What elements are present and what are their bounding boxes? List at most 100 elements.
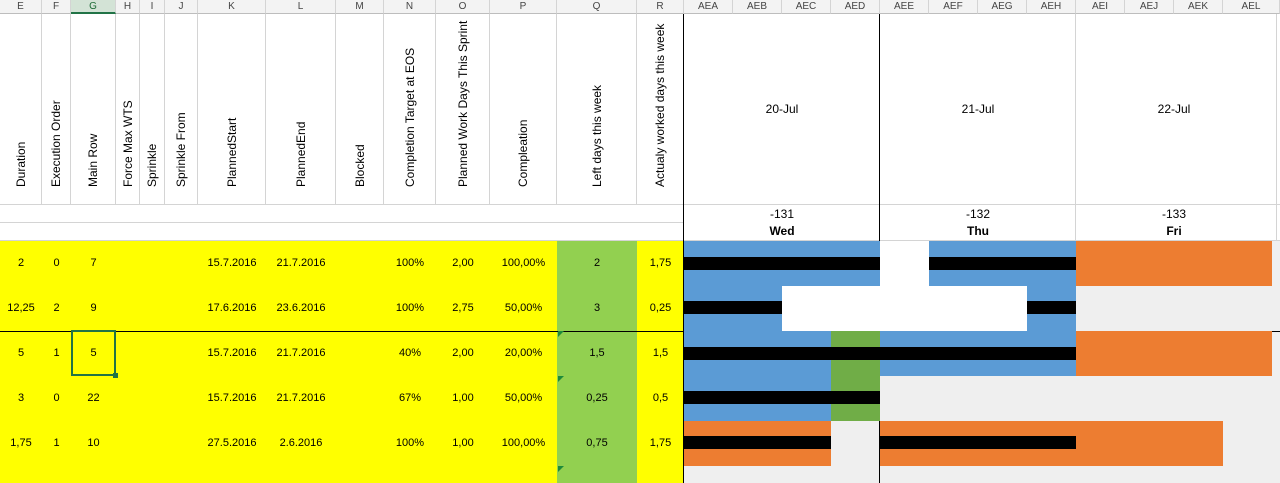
header-text: Compleation xyxy=(516,119,530,187)
cell-target[interactable]: 40% xyxy=(398,347,422,359)
header-text: PlannedStart xyxy=(224,117,239,187)
cell-completion[interactable]: 100,00% xyxy=(501,257,546,269)
cell-main-row[interactable]: 10 xyxy=(87,437,100,449)
yellow-fill-area xyxy=(0,240,557,483)
column-header-aeg[interactable]: AEG xyxy=(978,0,1027,14)
column-header-aek[interactable]: AEK xyxy=(1174,0,1223,14)
header-text: Completion Target at EOS xyxy=(402,47,417,187)
cell-target[interactable]: 100% xyxy=(395,437,425,449)
column-header-aej[interactable]: AEJ xyxy=(1125,0,1174,14)
cell-order[interactable]: 1 xyxy=(53,347,60,359)
cell-left-days[interactable]: 1,5 xyxy=(589,347,605,359)
column-header-l[interactable]: L xyxy=(266,0,336,14)
cell-planned-days[interactable]: 1,00 xyxy=(452,392,474,404)
column-header-aec[interactable]: AEC xyxy=(782,0,831,14)
cell-planned-days[interactable]: 1,00 xyxy=(452,437,474,449)
cell-duration[interactable]: 12,25 xyxy=(7,302,35,314)
cell-order[interactable]: 1 xyxy=(53,437,60,449)
column-header-r[interactable]: R xyxy=(637,0,684,14)
cell-planned-days[interactable]: 2,00 xyxy=(452,347,474,359)
cell-left-days[interactable]: 3 xyxy=(593,302,601,314)
cell-worked-days[interactable]: 1,75 xyxy=(649,437,672,449)
cell-end[interactable]: 21.7.2016 xyxy=(276,257,326,269)
cell-left-days[interactable]: 0,75 xyxy=(586,437,608,449)
cell-target[interactable]: 100% xyxy=(395,257,425,269)
cell-order[interactable]: 2 xyxy=(53,302,60,314)
cell-left-days[interactable]: 2 xyxy=(593,257,601,269)
header-text: Main Row xyxy=(86,133,100,187)
cell-worked-days[interactable]: 0,25 xyxy=(649,302,672,314)
gantt-bar-black xyxy=(684,347,1076,360)
day-name: Thu xyxy=(967,224,989,238)
column-header-aee[interactable]: AEE xyxy=(880,0,929,14)
header-text: Execution Order xyxy=(49,100,63,187)
cell-start[interactable]: 27.5.2016 xyxy=(207,437,257,449)
header-text: Duration xyxy=(13,141,28,187)
cell-start[interactable]: 15.7.2016 xyxy=(207,347,257,359)
cell-start[interactable]: 15.7.2016 xyxy=(207,392,257,404)
column-header-h[interactable]: H xyxy=(116,0,140,14)
column-header-i[interactable]: I xyxy=(140,0,165,14)
column-header-q[interactable]: Q xyxy=(557,0,637,14)
cell-target[interactable]: 67% xyxy=(398,392,422,404)
day-number: -132 xyxy=(965,207,991,221)
row-line xyxy=(0,204,1280,205)
cell-main-row[interactable]: 7 xyxy=(90,257,97,269)
cell-end[interactable]: 21.7.2016 xyxy=(276,347,326,359)
cell-order[interactable]: 0 xyxy=(53,257,60,269)
cell-order[interactable]: 0 xyxy=(53,392,60,404)
column-header-aea[interactable]: AEA xyxy=(684,0,733,14)
cell-worked-days[interactable]: 0,5 xyxy=(652,392,669,404)
cell-completion[interactable]: 100,00% xyxy=(501,437,546,449)
fill-handle[interactable] xyxy=(113,373,118,378)
column-header-aeh[interactable]: AEH xyxy=(1027,0,1076,14)
column-header-k[interactable]: K xyxy=(198,0,266,14)
header-m: Blocked xyxy=(336,14,384,204)
cell-end[interactable]: 2.6.2016 xyxy=(279,437,323,449)
cell-duration[interactable]: 1,75 xyxy=(10,437,32,449)
column-header-aef[interactable]: AEF xyxy=(929,0,978,14)
cell-main-row[interactable]: 22 xyxy=(87,392,100,404)
cell-worked-days[interactable]: 1,5 xyxy=(652,347,669,359)
column-header-g[interactable]: G xyxy=(71,0,116,14)
cell-end[interactable]: 21.7.2016 xyxy=(276,392,326,404)
cell-planned-days[interactable]: 2,75 xyxy=(452,302,474,314)
gantt-bar-black xyxy=(684,301,782,314)
cell-main-row[interactable]: 9 xyxy=(90,302,97,314)
row-line xyxy=(0,240,1280,241)
column-header-m[interactable]: M xyxy=(336,0,384,14)
header-q: Left days this week xyxy=(557,14,637,204)
cell-end[interactable]: 23.6.2016 xyxy=(276,302,326,314)
column-header-f[interactable]: F xyxy=(42,0,71,14)
cell-planned-days[interactable]: 2,00 xyxy=(452,257,474,269)
cell-worked-days[interactable]: 1,75 xyxy=(649,257,672,269)
gantt-bar-orange xyxy=(1076,241,1272,286)
cell-target[interactable]: 100% xyxy=(395,302,425,314)
cell-start[interactable]: 15.7.2016 xyxy=(207,257,257,269)
column-header-o[interactable]: O xyxy=(436,0,490,14)
col-line xyxy=(683,14,684,483)
day-date: 22-Jul xyxy=(1157,102,1191,116)
active-cell[interactable] xyxy=(71,330,116,376)
cell-left-days[interactable]: 0,25 xyxy=(586,392,608,404)
day-date: 21-Jul xyxy=(961,102,995,116)
cell-duration[interactable]: 5 xyxy=(17,347,25,359)
row-line-thick xyxy=(0,331,1280,332)
cell-duration[interactable]: 2 xyxy=(17,257,25,269)
cell-main-row[interactable]: 5 xyxy=(90,347,97,359)
cell-start[interactable]: 17.6.2016 xyxy=(207,302,257,314)
cell-completion[interactable]: 20,00% xyxy=(504,347,543,359)
column-header-j[interactable]: J xyxy=(165,0,198,14)
column-header-ael[interactable]: AEL xyxy=(1223,0,1280,14)
gantt-bar-black xyxy=(929,257,1076,270)
header-text: Sprinkle xyxy=(145,143,159,187)
column-header-n[interactable]: N xyxy=(384,0,436,14)
column-header-p[interactable]: P xyxy=(490,0,557,14)
cell-completion[interactable]: 50,00% xyxy=(504,302,543,314)
cell-completion[interactable]: 50,00% xyxy=(504,392,543,404)
column-header-aeb[interactable]: AEB xyxy=(733,0,782,14)
column-header-aed[interactable]: AED xyxy=(831,0,880,14)
column-header-aei[interactable]: AEI xyxy=(1076,0,1125,14)
cell-duration[interactable]: 3 xyxy=(17,392,25,404)
column-header-e[interactable]: E xyxy=(0,0,42,14)
